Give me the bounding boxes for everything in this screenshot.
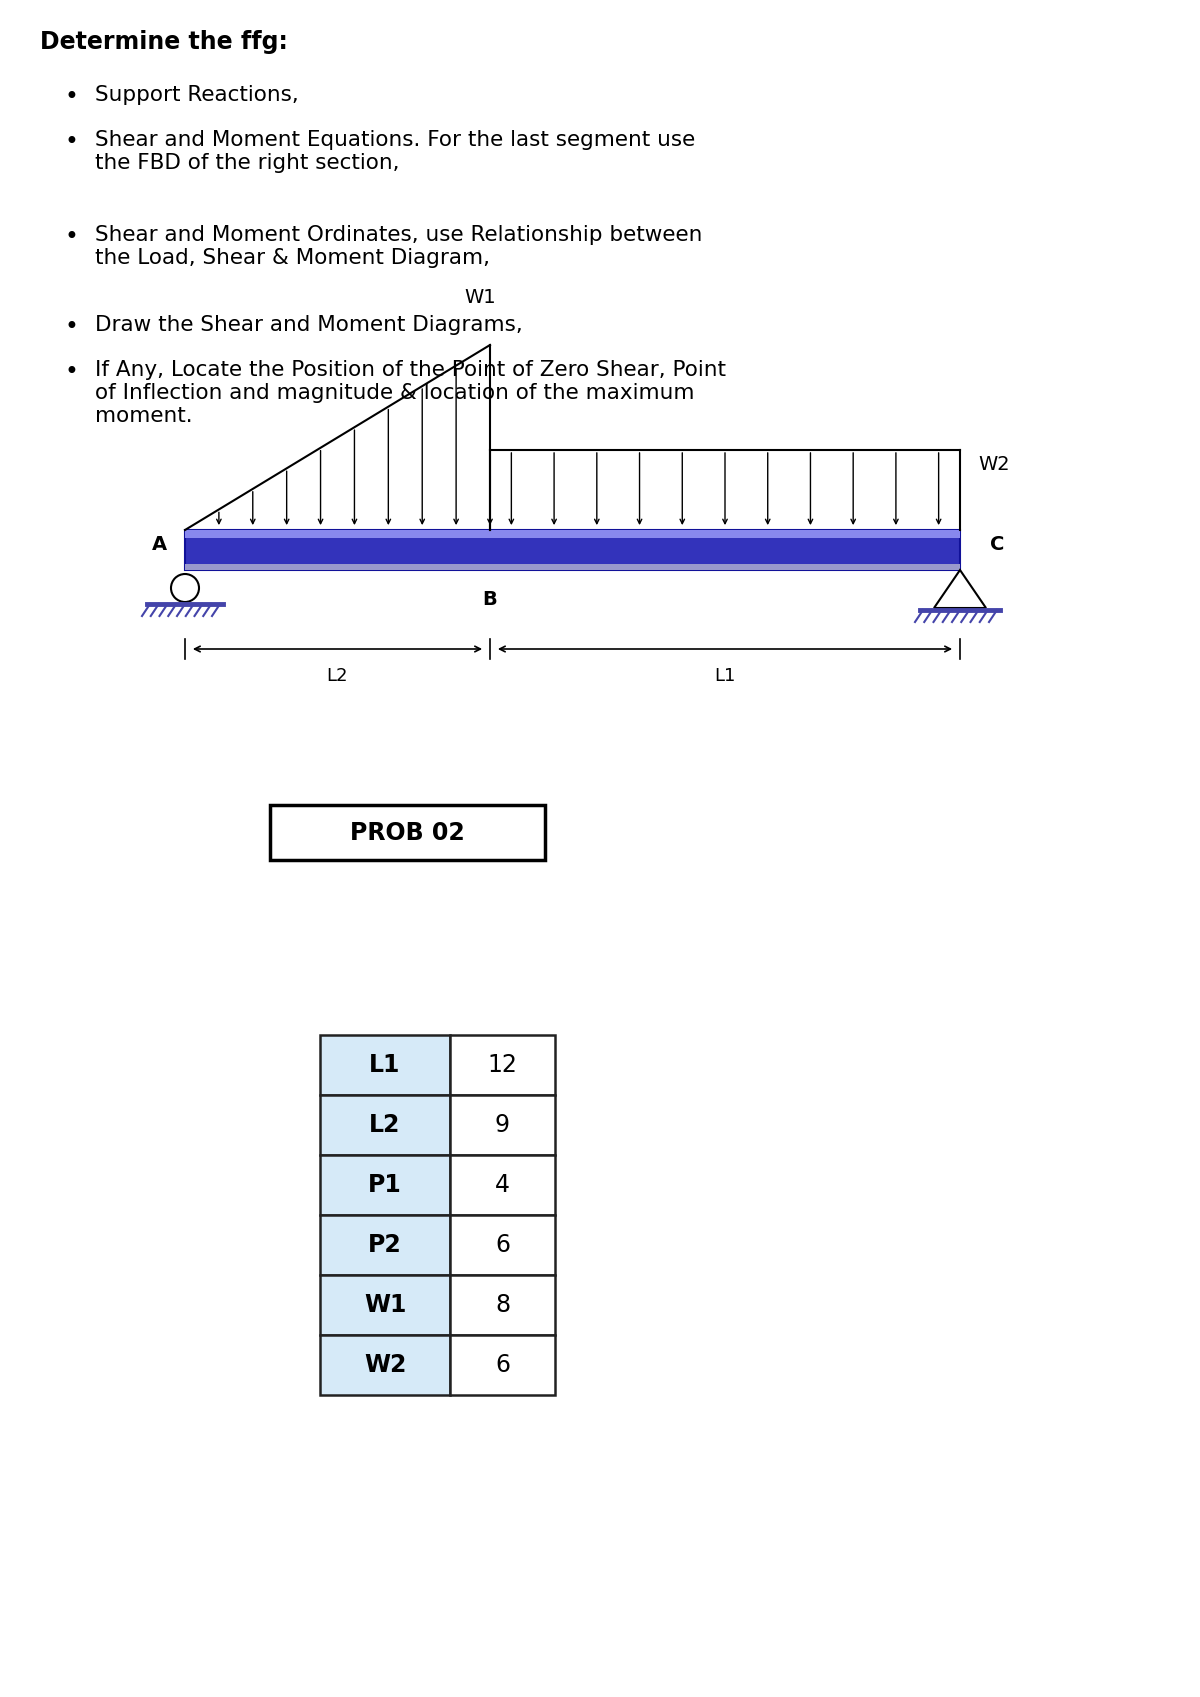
Bar (450, 1215, 554, 1274)
Text: •: • (65, 316, 79, 339)
Text: •: • (65, 226, 79, 249)
Text: L2: L2 (370, 1113, 401, 1137)
Text: 9: 9 (496, 1113, 510, 1137)
Text: L1: L1 (370, 1054, 401, 1078)
Text: 8: 8 (494, 1293, 510, 1317)
Text: 6: 6 (496, 1234, 510, 1257)
Bar (270, 804, 545, 860)
Text: 6: 6 (496, 1353, 510, 1376)
Bar (185, 529, 960, 570)
Text: W2: W2 (364, 1353, 406, 1376)
Text: W2: W2 (978, 455, 1009, 473)
Text: •: • (65, 85, 79, 109)
Text: A: A (152, 536, 167, 555)
Bar (450, 1336, 554, 1395)
Text: 12: 12 (487, 1054, 517, 1078)
Text: PROB 02: PROB 02 (350, 821, 464, 845)
Text: •: • (65, 360, 79, 384)
Text: P1: P1 (368, 1173, 402, 1196)
Text: B: B (482, 591, 497, 609)
Text: If Any, Locate the Position of the Point of Zero Shear, Point
of Inflection and : If Any, Locate the Position of the Point… (95, 360, 726, 426)
Bar (320, 1095, 450, 1156)
Text: L2: L2 (326, 667, 348, 686)
Bar (185, 529, 960, 538)
Bar (320, 1035, 450, 1095)
Text: W1: W1 (464, 288, 496, 307)
Text: L1: L1 (714, 667, 736, 686)
Text: Shear and Moment Ordinates, use Relationship between
the Load, Shear & Moment Di: Shear and Moment Ordinates, use Relation… (95, 226, 702, 268)
Text: Draw the Shear and Moment Diagrams,: Draw the Shear and Moment Diagrams, (95, 316, 523, 334)
Bar (320, 1215, 450, 1274)
Bar (450, 1156, 554, 1215)
Text: •: • (65, 131, 79, 154)
Bar (320, 1156, 450, 1215)
Text: 4: 4 (496, 1173, 510, 1196)
Bar (185, 563, 960, 570)
Text: C: C (990, 536, 1004, 555)
Text: Determine the ffg:: Determine the ffg: (40, 31, 288, 54)
Text: Shear and Moment Equations. For the last segment use
the FBD of the right sectio: Shear and Moment Equations. For the last… (95, 131, 695, 173)
Bar (450, 1095, 554, 1156)
Text: Support Reactions,: Support Reactions, (95, 85, 299, 105)
Bar (450, 1274, 554, 1336)
Bar (450, 1035, 554, 1095)
Text: P2: P2 (368, 1234, 402, 1257)
Bar (320, 1336, 450, 1395)
Bar (320, 1274, 450, 1336)
Text: W1: W1 (364, 1293, 406, 1317)
